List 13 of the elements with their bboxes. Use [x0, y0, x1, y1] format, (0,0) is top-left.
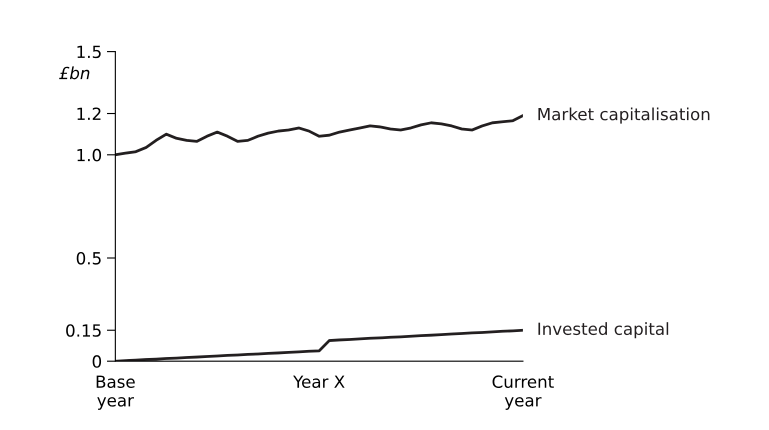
series-label: Invested capital: [538, 322, 668, 338]
x-tick-label: Base year: [96, 376, 135, 410]
y-tick-label: 0.5: [76, 252, 101, 265]
y-tick-label: 1.0: [77, 148, 102, 162]
x-tick-label: Year X: [293, 376, 345, 388]
line-series: [115, 114, 523, 156]
y-tick-label: 0.15: [66, 324, 101, 337]
series-label: Market capitalisation: [538, 108, 710, 124]
y-tick-label: 0: [92, 355, 102, 368]
x-tick-label: Current year: [492, 375, 554, 410]
y-tick-label: 1.5: [77, 46, 101, 58]
y-axis-title: £bn: [59, 66, 90, 80]
y-tick-label: 1.2: [77, 107, 100, 120]
